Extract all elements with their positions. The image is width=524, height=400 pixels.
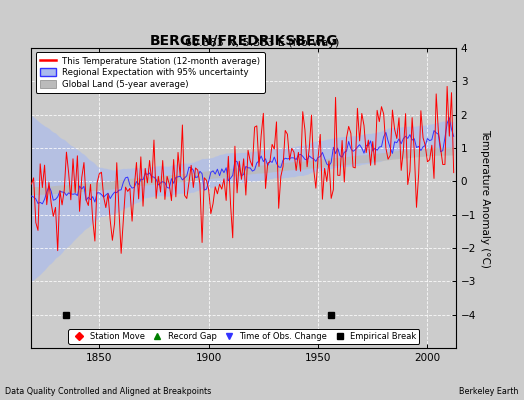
Text: Berkeley Earth: Berkeley Earth bbox=[460, 387, 519, 396]
Legend: Station Move, Record Gap, Time of Obs. Change, Empirical Break: Station Move, Record Gap, Time of Obs. C… bbox=[68, 329, 419, 344]
Title: BERGEN/FREDRIKSBERG: BERGEN/FREDRIKSBERG bbox=[149, 34, 338, 48]
Text: Data Quality Controlled and Aligned at Breakpoints: Data Quality Controlled and Aligned at B… bbox=[5, 387, 212, 396]
Y-axis label: Temperature Anomaly (°C): Temperature Anomaly (°C) bbox=[480, 128, 490, 268]
Text: 60.383 N, 5.333 E (Norway): 60.383 N, 5.333 E (Norway) bbox=[185, 38, 339, 48]
